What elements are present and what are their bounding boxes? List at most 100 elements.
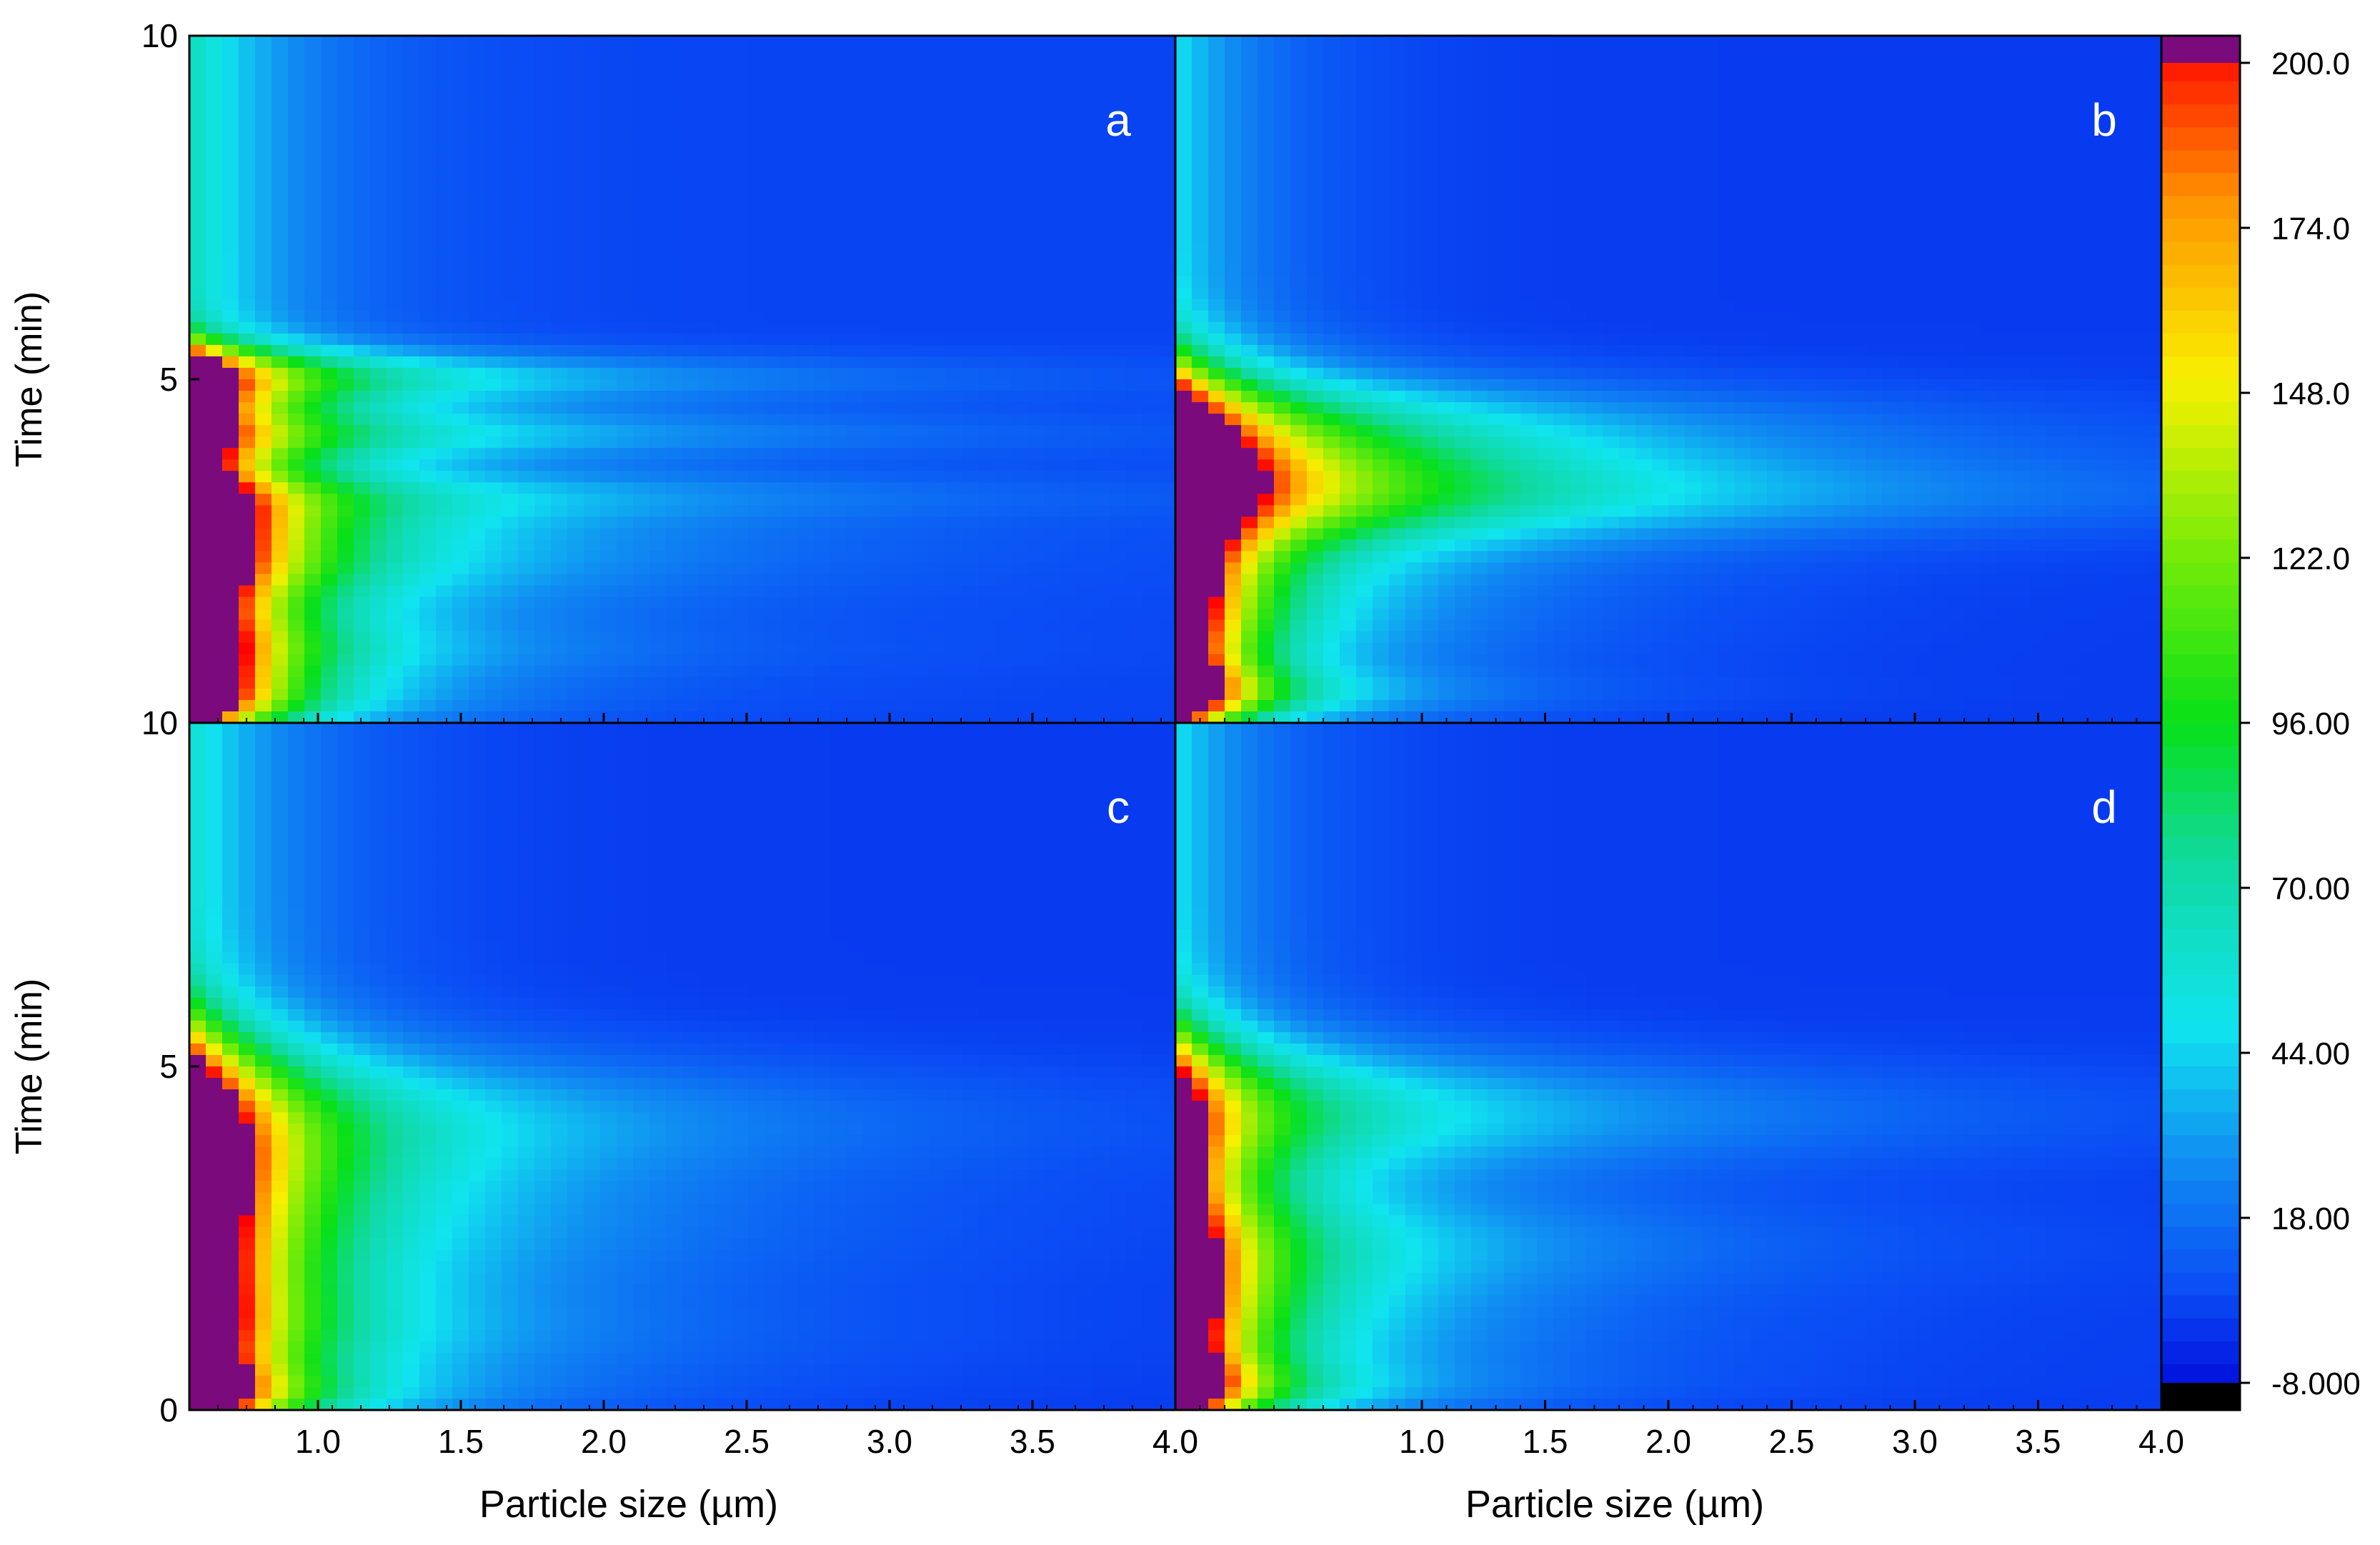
- heatmap-cell: [321, 104, 338, 117]
- heatmap-cell: [1060, 539, 1077, 552]
- heatmap-cell: [255, 287, 272, 300]
- heatmap-cell: [518, 471, 535, 484]
- heatmap-cell: [469, 608, 486, 621]
- heatmap-cell: [617, 665, 634, 678]
- heatmap-cell: [1438, 482, 1455, 495]
- heatmap-cell: [1175, 539, 1193, 552]
- heatmap-cell: [830, 585, 847, 598]
- heatmap-cell: [1175, 459, 1193, 472]
- heatmap-cell: [1373, 104, 1390, 117]
- heatmap-cell: [1142, 219, 1160, 231]
- heatmap-cell: [1290, 207, 1308, 220]
- heatmap-cell: [995, 230, 1012, 243]
- heatmap-cell: [1027, 574, 1045, 586]
- heatmap-cell: [945, 539, 962, 552]
- heatmap-cell: [1192, 299, 1209, 311]
- heatmap-cell: [1356, 356, 1373, 369]
- heatmap-cell: [1044, 299, 1061, 311]
- heatmap-cell: [830, 81, 847, 94]
- heatmap-cell: [255, 184, 272, 197]
- heatmap-cell: [502, 310, 519, 323]
- heatmap-cell: [452, 379, 469, 391]
- heatmap-cell: [748, 402, 765, 414]
- heatmap-cell: [863, 59, 880, 71]
- heatmap-cell: [1175, 299, 1193, 311]
- heatmap-cell: [1340, 494, 1357, 506]
- heatmap-cell: [1241, 47, 1258, 59]
- heatmap-cell: [1142, 402, 1160, 414]
- heatmap-cell: [387, 196, 404, 209]
- heatmap-cell: [354, 253, 371, 266]
- heatmap-cell: [847, 551, 864, 564]
- heatmap-cell: [682, 619, 699, 632]
- heatmap-cell: [206, 276, 223, 289]
- heatmap-cell: [1192, 596, 1209, 609]
- heatmap-cell: [255, 379, 272, 391]
- heatmap-cell: [715, 367, 732, 380]
- heatmap-cell: [633, 711, 650, 724]
- heatmap-cell: [633, 59, 650, 71]
- heatmap-cell: [567, 379, 584, 391]
- heatmap-cell: [1290, 619, 1308, 632]
- heatmap-cell: [912, 402, 930, 414]
- heatmap-cell: [1093, 367, 1110, 380]
- heatmap-cell: [1356, 425, 1373, 437]
- heatmap-cell: [830, 36, 847, 48]
- heatmap-cell: [1093, 161, 1110, 174]
- heatmap-cell: [682, 505, 699, 518]
- heatmap-cell: [1455, 505, 1472, 518]
- heatmap-cell: [945, 608, 962, 621]
- heatmap-cell: [534, 207, 552, 220]
- heatmap-cell: [534, 241, 552, 254]
- heatmap-cell: [1093, 402, 1110, 414]
- heatmap-cell: [567, 333, 584, 346]
- heatmap-cell: [1455, 253, 1472, 266]
- heatmap-cell: [1438, 196, 1455, 209]
- heatmap-cell: [1110, 676, 1127, 689]
- heatmap-cell: [1126, 436, 1143, 449]
- heatmap-cell: [1192, 81, 1209, 94]
- heatmap-cell: [732, 505, 749, 518]
- heatmap-cell: [419, 127, 437, 140]
- heatmap-cell: [518, 505, 535, 518]
- heatmap-cell: [272, 688, 289, 701]
- heatmap-cell: [617, 699, 634, 712]
- heatmap-cell: [847, 688, 864, 701]
- heatmap-cell: [403, 505, 420, 518]
- heatmap-cell: [1208, 539, 1225, 552]
- heatmap-cell: [1011, 585, 1028, 598]
- heatmap-cell: [1520, 596, 1538, 609]
- heatmap-cell: [1356, 276, 1373, 289]
- heatmap-cell: [1225, 551, 1242, 564]
- heatmap-cell: [797, 665, 815, 678]
- heatmap-cell: [1438, 665, 1455, 678]
- heatmap-cell: [1225, 127, 1242, 140]
- heatmap-cell: [699, 551, 716, 564]
- heatmap-cell: [1126, 448, 1143, 461]
- heatmap-cell: [765, 379, 782, 391]
- heatmap-cell: [1159, 230, 1176, 243]
- heatmap-cell: [534, 619, 552, 632]
- heatmap-cell: [534, 276, 552, 289]
- heatmap-cell: [1060, 81, 1077, 94]
- heatmap-cell: [617, 574, 634, 586]
- heatmap-cell: [830, 516, 847, 529]
- heatmap-cell: [1027, 505, 1045, 518]
- heatmap-cell: [567, 116, 584, 129]
- heatmap-cell: [666, 711, 683, 724]
- heatmap-cell: [551, 642, 568, 655]
- heatmap-cell: [1356, 230, 1373, 243]
- heatmap-cell: [272, 516, 289, 529]
- heatmap-cell: [1044, 241, 1061, 254]
- heatmap-cell: [452, 367, 469, 380]
- heatmap-cell: [1438, 321, 1455, 334]
- heatmap-cell: [682, 173, 699, 186]
- heatmap-cell: [551, 184, 568, 197]
- heatmap-cell: [403, 81, 420, 94]
- heatmap-cell: [1093, 219, 1110, 231]
- heatmap-cell: [1504, 585, 1521, 598]
- heatmap-cell: [304, 321, 322, 334]
- heatmap-cell: [1471, 321, 1488, 334]
- heatmap-cell: [880, 471, 897, 484]
- heatmap-cell: [1405, 253, 1423, 266]
